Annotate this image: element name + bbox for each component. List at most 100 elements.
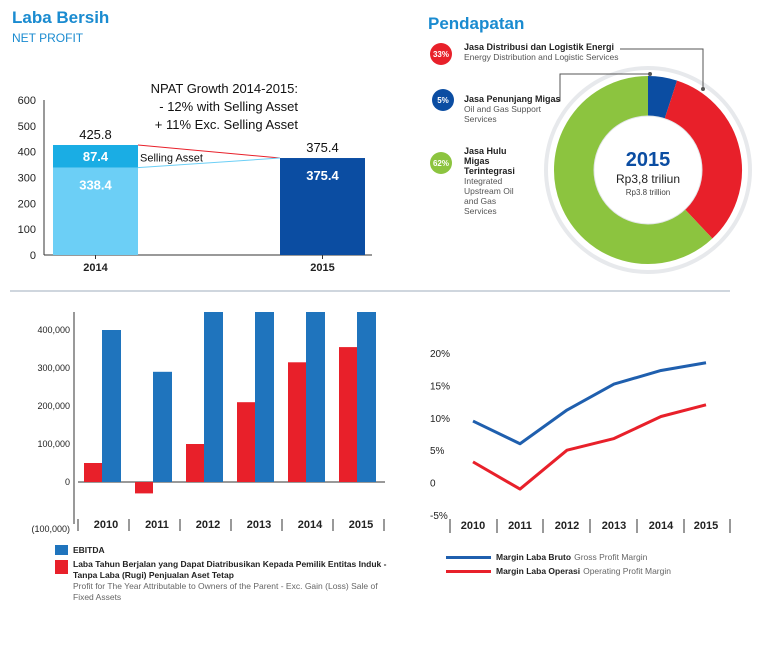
- segment-name-en-support: Oil and Gas Support Services: [464, 104, 542, 124]
- y-tick-label: -5%: [430, 511, 448, 522]
- segment-name-upstream: Jasa Hulu Migas Terintegrasi: [464, 146, 515, 176]
- y-tick-label: 10%: [430, 414, 450, 425]
- bar-selling-2014: [53, 145, 138, 168]
- bar-base-label-2014: 338.4: [79, 178, 112, 193]
- donut-segment-2: [554, 76, 713, 264]
- donut-leader-lines: [554, 48, 705, 102]
- bar-base-2015: [280, 158, 365, 255]
- legend-line-gross: [446, 556, 491, 559]
- bar-profit-2014: [288, 362, 306, 482]
- y-tick-label: 15%: [430, 381, 450, 392]
- legend-label-profit-en: Profit for The Year Attributable to Owne…: [73, 581, 378, 602]
- segment-name-en-upstream: Integrated Upstream Oil and Gas Services: [464, 176, 514, 216]
- donut-value-en: Rp3.8 trillion: [626, 188, 670, 197]
- x-tick-label-2014: 2014: [649, 520, 674, 532]
- legend-label-ebitda: EBITDA: [73, 545, 105, 555]
- segment-name-support: Jasa Penunjang Migas: [464, 94, 561, 104]
- x-tick-label-2012: 2012: [196, 519, 220, 531]
- bar-ebitda-2014: [306, 312, 325, 482]
- segment-legend-support: Jasa Penunjang Migas Oil and Gas Support…: [464, 94, 564, 124]
- x-tick-label-2012: 2012: [555, 520, 579, 532]
- donut-year: 2015: [626, 149, 671, 171]
- revenue-donut-chart: 2015 Rp3,8 triliun Rp3.8 trillion: [544, 66, 752, 274]
- y-tick-label: 500: [18, 121, 36, 133]
- legend-line-operating: [446, 570, 491, 573]
- y-tick-label: 600: [18, 95, 36, 107]
- bar-ebitda-2011: [153, 371, 172, 482]
- legend-label-gross-en: Gross Profit Margin: [574, 552, 648, 562]
- segment-pct-support: 5%: [432, 89, 454, 111]
- x-tick-label-2010: 2010: [461, 520, 485, 532]
- x-tick-label-2011: 2011: [145, 519, 169, 531]
- bar-profit-2013: [237, 402, 255, 482]
- bar-ebitda-2010: [102, 330, 121, 482]
- x-tick-label-2015: 2015: [694, 520, 718, 532]
- legend-label-gross: Margin Laba Bruto: [496, 552, 572, 562]
- legend-label-operating-en: Operating Profit Margin: [583, 566, 671, 576]
- bar-base-label-2015: 375.4: [306, 168, 339, 183]
- y-tick-label: 20%: [430, 349, 450, 360]
- bar-profit-2015: [339, 347, 357, 482]
- x-tick-label-2015: 2015: [349, 519, 373, 531]
- legend-label-profit: Laba Tahun Berjalan yang Dapat Diatribus…: [73, 559, 387, 580]
- bar-ebitda-2015: [357, 312, 376, 482]
- line-series-1: [472, 403, 707, 491]
- y-tick-label: 300: [18, 173, 36, 185]
- donut-segment-0: [663, 80, 742, 239]
- y-tick-label: 5%: [430, 446, 445, 457]
- segment-name-en-distribution: Energy Distribution and Logistic Service…: [464, 52, 619, 62]
- donut-value-id: Rp3,8 triliun: [616, 172, 680, 186]
- bar-total-label-2015: 375.4: [306, 140, 339, 155]
- npat-growth-note: NPAT Growth 2014-2015: - 12% with Sellin…: [118, 80, 298, 134]
- legend-ebitda: EBITDA: [55, 545, 105, 555]
- npat-note-line-3: + 11% Exc. Selling Asset: [154, 117, 298, 132]
- x-tick-label-2011: 2011: [508, 520, 532, 532]
- x-tick-label-2014: 2014: [298, 519, 323, 531]
- segment-pct-upstream: 62%: [430, 152, 452, 174]
- legend-swatch-profit: [55, 560, 68, 574]
- y-tick-label: 200: [18, 198, 36, 210]
- bar-profit-2010: [84, 463, 102, 482]
- margin-chart: -5% 0 5% 10% 15% 20% 2010 2011 2012 2013 2014 2015: [430, 349, 731, 533]
- legend-operating-margin: Margin Laba Operasi Operating Profit Mar…: [446, 566, 671, 576]
- legend-profit: Laba Tahun Berjalan yang Dapat Diatribus…: [55, 559, 400, 603]
- segment-name-distribution: Jasa Distribusi dan Logistik Energi: [464, 42, 615, 52]
- section-divider: [10, 290, 730, 292]
- net-profit-subtitle: NET PROFIT: [12, 31, 84, 45]
- x-tick-label-2013: 2013: [247, 519, 271, 531]
- x-tick-label-2015: 2015: [310, 262, 334, 274]
- bar-ebitda-2012: [204, 312, 223, 482]
- y-tick-label: 400,000: [37, 325, 70, 335]
- x-tick-label-2010: 2010: [94, 519, 118, 531]
- y-tick-label: 100: [18, 224, 36, 236]
- y-tick-label: 0: [65, 477, 70, 487]
- legend-label-operating: Margin Laba Operasi: [496, 566, 581, 576]
- bar-profit-2012: [186, 444, 204, 482]
- npat-note-line-2: - 12% with Selling Asset: [159, 99, 298, 114]
- bar-profit-2011: [135, 482, 153, 494]
- donut-segment-1: [647, 76, 678, 119]
- drop-line-top: [137, 144, 281, 159]
- bar-ebitda-2013: [255, 312, 274, 482]
- segment-pct-distribution: 33%: [430, 43, 452, 65]
- drop-line-bottom: [137, 157, 281, 169]
- y-tick-label: 0: [430, 479, 436, 490]
- net-profit-chart: 0 100 200 300 400 500 600 338.4 87.4 425.8 2014 375…: [18, 95, 372, 274]
- x-tick-label-2013: 2013: [602, 520, 626, 532]
- segment-legend-upstream: Jasa Hulu Migas Terintegrasi Integrated …: [464, 146, 530, 216]
- line-series-0: [472, 361, 707, 446]
- segment-legend-distribution: Jasa Distribusi dan Logistik Energi Ener…: [464, 42, 629, 62]
- x-tick-label-2014: 2014: [83, 262, 108, 274]
- legend-gross-margin: Margin Laba Bruto Gross Profit Margin: [446, 552, 647, 562]
- npat-note-line-1: NPAT Growth 2014-2015:: [150, 81, 298, 96]
- bar-selling-label-2014: 87.4: [83, 149, 109, 164]
- ebitda-chart: (100,000)0100,000200,000300,000400,00050…: [31, 312, 385, 534]
- legend-swatch-ebitda: [55, 545, 68, 555]
- net-profit-title: Laba Bersih: [12, 8, 110, 27]
- bar-base-2014: [53, 167, 138, 255]
- revenue-title: Pendapatan: [428, 14, 525, 33]
- y-tick-label: 0: [30, 250, 36, 262]
- y-tick-label: 300,000: [37, 363, 70, 373]
- selling-asset-annotation: Selling Asset: [140, 153, 203, 165]
- bar-total-label-2014: 425.8: [79, 127, 112, 142]
